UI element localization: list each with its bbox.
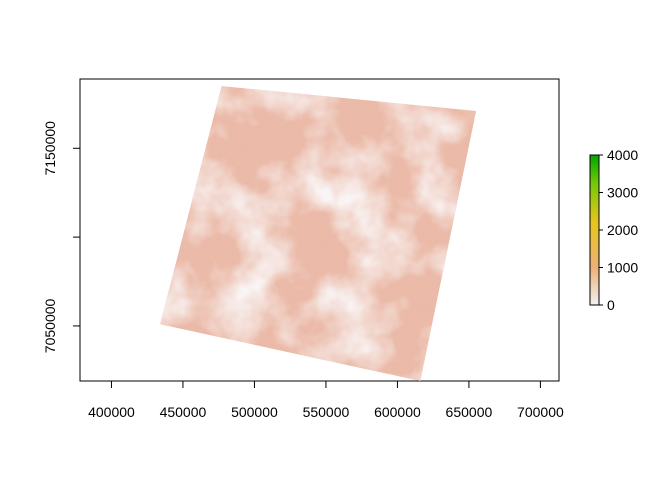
colorbar-ticks: 0 1000 2000 3000 4000	[599, 147, 638, 313]
colorbar-tick-label: 2000	[607, 222, 638, 238]
x-tick-label: 550000	[303, 404, 350, 420]
colorbar-tick-label: 4000	[607, 147, 638, 163]
colorbar-tick-label: 1000	[607, 260, 638, 276]
colorbar-tick-label: 0	[607, 297, 615, 313]
y-axis: 7050000 7150000	[42, 121, 80, 353]
y-tick-label: 7150000	[42, 121, 58, 176]
colorbar-gradient	[589, 154, 600, 306]
x-axis: 400000 450000 500000 550000 600000 650000 7000…	[88, 381, 564, 420]
raster-light-patches	[160, 86, 477, 381]
raster-image	[160, 86, 477, 381]
x-tick-label: 500000	[231, 404, 278, 420]
x-tick-label: 450000	[160, 404, 207, 420]
x-tick-label: 600000	[374, 404, 421, 420]
colorbar-tick-label: 3000	[607, 185, 638, 201]
x-tick-label: 700000	[517, 404, 564, 420]
x-tick-label: 650000	[446, 404, 493, 420]
plot-frame	[79, 78, 560, 382]
colorbar: 0 1000 2000 3000 4000	[589, 147, 638, 313]
x-tick-label: 400000	[88, 404, 135, 420]
y-tick-label: 7050000	[42, 298, 58, 353]
